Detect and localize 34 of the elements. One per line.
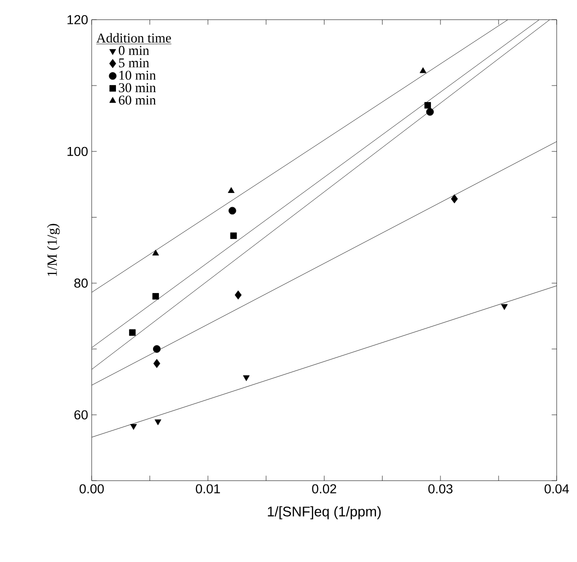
point (152, 250, 159, 256)
legend-title: Addition time (96, 33, 171, 43)
x-tick-label: 0.02 (312, 484, 336, 494)
point (230, 232, 237, 239)
point (501, 304, 508, 310)
point (242, 375, 250, 382)
point (129, 329, 136, 336)
point (152, 293, 159, 300)
point (153, 358, 160, 368)
x-tick-label: 0.01 (196, 484, 220, 494)
y-tick-label: 100 (68, 146, 88, 156)
y-tick-label: 120 (68, 15, 88, 24)
legend-label: 10 min (119, 70, 156, 80)
x-tick-label: 0.04 (544, 484, 569, 494)
legend-label: 30 min (118, 83, 156, 92)
x-tick-label: 0.03 (428, 484, 452, 494)
point (228, 187, 235, 193)
y-tick-label: 60 (74, 410, 88, 420)
legend-label: 60 min (118, 96, 156, 105)
y-axis-title: 1/M (1/g) (47, 224, 60, 276)
point (450, 194, 458, 204)
x-tick-label: 0.00 (80, 484, 104, 494)
point (153, 345, 161, 353)
legend-label: 5 min (119, 58, 150, 68)
point (228, 206, 236, 214)
y-tick-label: 80 (74, 278, 88, 288)
point (154, 419, 162, 426)
point (426, 108, 434, 116)
x-axis-title: 1/[SNF]eq (1/ppm) (268, 506, 381, 520)
point (420, 67, 426, 74)
point (424, 102, 431, 109)
legend-label: 0 min (118, 46, 150, 55)
point (130, 424, 137, 430)
point (234, 290, 242, 300)
